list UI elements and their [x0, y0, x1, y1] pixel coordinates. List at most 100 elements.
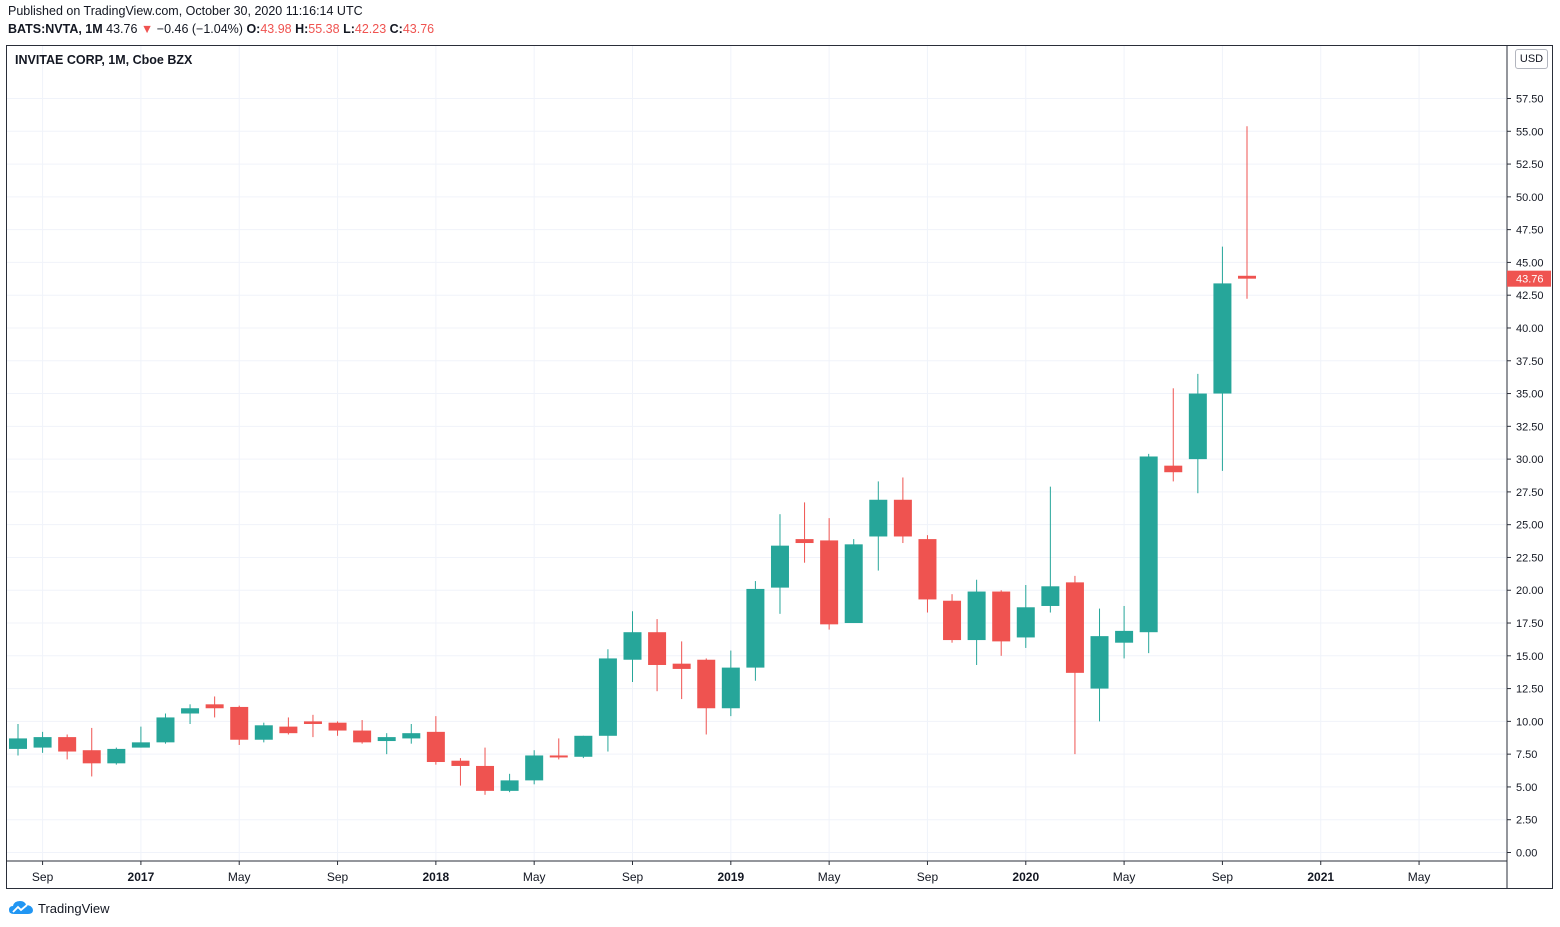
candle-2020-02 [1041, 486, 1060, 613]
time-tick-label: 2020 [1012, 870, 1039, 884]
candle-body [451, 760, 470, 766]
candle-body [893, 499, 912, 537]
candles [9, 126, 1256, 795]
candle-body [721, 667, 740, 709]
time-tick-label: Sep [1212, 870, 1234, 884]
candle-2020-09 [1213, 246, 1232, 471]
high-label: H: [295, 22, 309, 36]
candle-body [525, 755, 544, 781]
candle-2020-04 [1090, 608, 1109, 722]
candle-2019-03 [770, 514, 789, 614]
candle-body [426, 731, 445, 763]
candle-2016-08 [9, 723, 27, 756]
candle-body [156, 717, 175, 743]
candle-2019-02 [746, 581, 765, 681]
candle-body [377, 737, 396, 742]
price-tick-label: 12.50 [1516, 684, 1544, 696]
last-price-marker: 43.76 [1507, 270, 1551, 287]
candle-body [500, 780, 519, 791]
candle-body [943, 600, 962, 641]
candle-2019-10 [943, 594, 962, 643]
candle-body [869, 499, 888, 537]
time-tick-label: May [818, 870, 841, 884]
candle-2019-11 [967, 579, 986, 665]
candle-body [795, 539, 814, 544]
time-tick-label: Sep [32, 870, 54, 884]
candle-2016-11 [82, 727, 101, 777]
candle-2017-02 [156, 713, 175, 744]
candle-body [746, 588, 765, 668]
low-label: L: [343, 22, 355, 36]
candle-2020-03 [1065, 575, 1084, 755]
candle-2020-10 [1238, 126, 1256, 299]
price-tick-label: 22.50 [1516, 552, 1544, 564]
price-tick-label: 7.50 [1516, 749, 1537, 761]
time-tick-label: May [1408, 870, 1431, 884]
last-price-box [1507, 270, 1551, 287]
grid-lines [7, 46, 1506, 860]
candle-2017-03 [181, 704, 200, 724]
price-tick-label: 30.00 [1516, 454, 1544, 466]
candle-body [131, 742, 150, 748]
open-value: 43.98 [260, 22, 292, 36]
candle-2017-01 [131, 726, 150, 748]
price-tick-label: 57.50 [1516, 94, 1544, 106]
candle-2018-10 [648, 619, 667, 692]
time-tick-label: May [1113, 870, 1136, 884]
symbol-label: BATS:NVTA, 1M [8, 22, 103, 36]
price-tick-label: 20.00 [1516, 585, 1544, 597]
price-tick-label: 0.00 [1516, 848, 1537, 860]
candle-body [770, 545, 789, 588]
close-label: C: [389, 22, 403, 36]
low-value: 42.23 [354, 22, 387, 36]
time-tick-label: 2018 [423, 870, 450, 884]
candle-2017-04 [205, 696, 224, 718]
time-tick-label: Sep [327, 870, 349, 884]
price-tick-label: 37.50 [1516, 356, 1544, 368]
currency-button[interactable]: USD [1515, 49, 1548, 69]
price-tick-label: 40.00 [1516, 323, 1544, 335]
candle-2018-04 [500, 773, 519, 793]
candle-2018-01 [426, 716, 445, 765]
last-price: 43.76 [106, 22, 138, 36]
time-tick-label: 2019 [717, 870, 744, 884]
chart-frame[interactable] [6, 45, 1553, 889]
candle-2017-05 [230, 705, 249, 745]
candle-body [697, 659, 716, 709]
candle-2017-07 [279, 717, 298, 735]
tradingview-cloud-icon [9, 901, 33, 914]
last-price-tag: 43.76 [1516, 274, 1544, 286]
candle-body [353, 730, 372, 743]
candle-2017-06 [254, 722, 273, 743]
candle-2018-09 [623, 611, 642, 683]
candle-2019-01 [721, 650, 740, 717]
candle-2019-04 [795, 502, 814, 563]
time-tick-label: 2017 [128, 870, 155, 884]
candle-body [1238, 275, 1256, 279]
published-info: Published on TradingView.com, October 30… [8, 4, 363, 18]
time-tick-label: Sep [917, 870, 939, 884]
candle-body [574, 735, 593, 757]
time-tick-label: 2021 [1307, 870, 1334, 884]
time-tick-label: May [228, 870, 251, 884]
candle-body [476, 765, 495, 791]
candle-body [58, 737, 77, 752]
candle-2019-09 [918, 535, 937, 613]
candle-body [328, 722, 347, 731]
candle-body [1041, 586, 1060, 606]
down-arrow-icon: ▼ [140, 22, 154, 36]
price-tick-label: 32.50 [1516, 421, 1544, 433]
candle-body [279, 726, 298, 734]
candle-body [1213, 283, 1232, 394]
price-tick-label: 42.50 [1516, 290, 1544, 302]
candle-body [1090, 636, 1109, 689]
candle-2020-05 [1115, 605, 1134, 659]
price-tick-label: 35.00 [1516, 389, 1544, 401]
candle-body [549, 755, 568, 758]
candle-body [402, 733, 421, 739]
candle-2016-10 [58, 734, 77, 760]
candle-body [205, 704, 224, 709]
candle-2018-02 [451, 758, 470, 786]
tradingview-brand[interactable]: TradingView [8, 900, 110, 916]
